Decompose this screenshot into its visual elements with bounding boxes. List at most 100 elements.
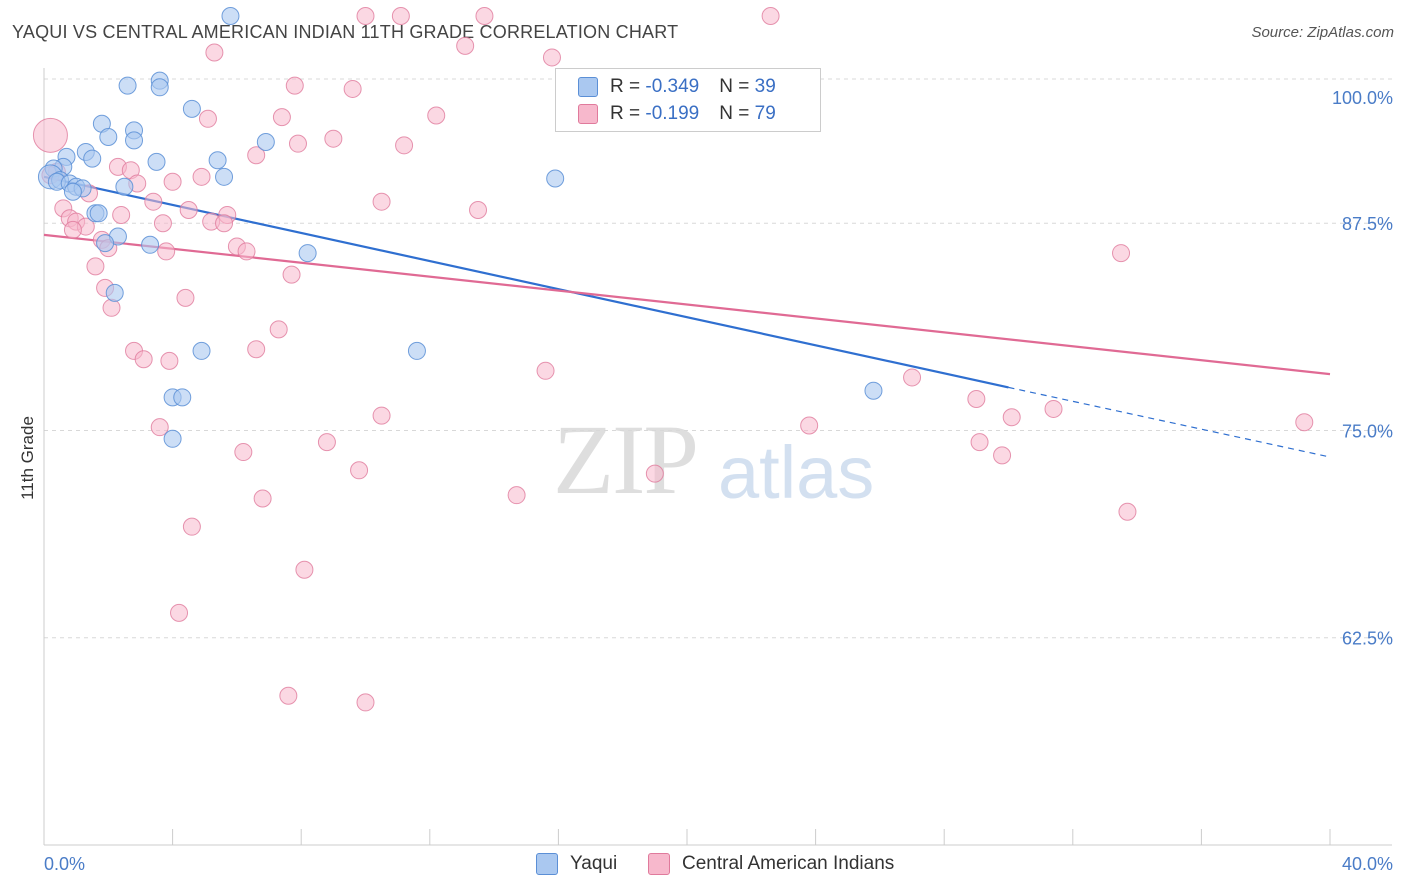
yaqui-point (192, 341, 211, 360)
legend-n-value: 79 (754, 103, 776, 124)
yaqui-point (99, 128, 118, 147)
cai-point (395, 136, 414, 155)
yaqui-legend-label: Yaqui (570, 853, 618, 874)
cai-point (269, 320, 288, 339)
cai-point (903, 368, 922, 387)
yaqui-point (407, 341, 426, 360)
legend-r-value: -0.349 (645, 76, 700, 97)
cai-point (1112, 244, 1131, 263)
yaqui-trend-line (43, 175, 1009, 389)
cai-point (160, 351, 179, 370)
cai-point (343, 79, 362, 98)
bottom-legend-yaqui[interactable]: Yaqui (536, 852, 617, 876)
legend-n-value: 39 (754, 76, 776, 97)
trend-lines (43, 175, 1331, 458)
y-tick-label: 87.5% (1342, 214, 1393, 234)
watermark-atlas: atlas (718, 431, 875, 514)
yaqui-point (89, 204, 108, 223)
cai-point (205, 43, 224, 62)
yaqui-point (63, 182, 82, 201)
yaqui-point (96, 234, 115, 253)
bottom-legend-cai[interactable]: Central American Indians (648, 852, 894, 876)
cai-point (179, 200, 198, 219)
cai-point (1044, 399, 1063, 418)
yaqui-point (298, 244, 317, 263)
x-tick-label: 0.0% (44, 854, 85, 874)
cai-point (1118, 502, 1137, 521)
cai-point (282, 265, 301, 284)
cai-point (182, 517, 201, 536)
legend-r-label: R = (610, 103, 646, 124)
yaqui-point (105, 283, 124, 302)
watermark-zip: ZIP (553, 404, 699, 515)
cai-point (1295, 413, 1314, 432)
cai-point (247, 340, 266, 359)
cai-point (427, 106, 446, 125)
correlation-legend: R = -0.349 N = 39 R = -0.199 N = 79 (555, 68, 821, 132)
y-tick-label: 75.0% (1342, 421, 1393, 441)
legend-n-label: N = (719, 76, 755, 97)
cai-point (237, 242, 256, 261)
cai-point (542, 48, 561, 67)
cai-point (134, 350, 153, 369)
cai-point (150, 418, 169, 437)
source-label: Source: ZipAtlas.com (1251, 24, 1394, 41)
cai-point (356, 6, 375, 25)
yaqui-point (208, 151, 227, 170)
yaqui-point (141, 235, 160, 254)
cai-point (153, 214, 172, 233)
yaqui-legend-swatch (536, 853, 558, 875)
tick-labels: 62.5% 75.0% 87.5% 100.0% 0.0% 40.0% (44, 88, 1393, 874)
cai-point (86, 257, 105, 276)
cai-point (372, 192, 391, 211)
cai-point (279, 686, 298, 705)
cai-point (176, 288, 195, 307)
cai-point (469, 200, 488, 219)
cai-point (295, 560, 314, 579)
y-tick-label: 100.0% (1332, 88, 1393, 108)
cai-legend-swatch (648, 853, 670, 875)
legend-r-value: -0.199 (645, 103, 700, 124)
yaqui-trend-extension (1008, 386, 1331, 458)
y-tick-label: 62.5% (1342, 629, 1393, 649)
cai-point (253, 489, 272, 508)
cai-point (112, 205, 131, 224)
cai-point (144, 192, 163, 211)
x-tick-label: 40.0% (1342, 854, 1393, 874)
yaqui-point (125, 131, 144, 150)
cai-point (475, 6, 494, 25)
y-axis-label: 11th Grade (18, 416, 37, 500)
legend-row-cai: R = -0.199 N = 79 (578, 102, 776, 126)
cai-trend-line (43, 233, 1331, 376)
cai-legend-label: Central American Indians (682, 853, 895, 874)
cai-point (967, 389, 986, 408)
yaqui-point (118, 76, 137, 95)
yaqui-swatch (578, 77, 598, 97)
cai-point (63, 220, 82, 239)
yaqui-point (163, 429, 182, 448)
cai-point (234, 443, 253, 462)
cai-point (215, 214, 234, 233)
cai-point (507, 486, 526, 505)
cai-point (324, 129, 343, 148)
yaqui-point (147, 152, 166, 171)
cai-point (391, 6, 410, 25)
cai-point (372, 406, 391, 425)
cai-point (645, 464, 664, 483)
cai-point (247, 146, 266, 165)
cai-point (356, 693, 375, 712)
chart-title: YAQUI VS CENTRAL AMERICAN INDIAN 11TH GR… (12, 22, 679, 42)
yaqui-point (221, 6, 240, 25)
legend-n-label: N = (719, 103, 755, 124)
cai-point (163, 172, 182, 191)
cai-point (317, 433, 336, 452)
cai-point (170, 603, 189, 622)
cai-point (800, 416, 819, 435)
cai-swatch (578, 104, 598, 124)
cai-point (102, 298, 121, 317)
cai-point (192, 167, 211, 186)
yaqui-point (215, 167, 234, 186)
cai-point (272, 108, 291, 127)
yaqui-point (182, 99, 201, 118)
